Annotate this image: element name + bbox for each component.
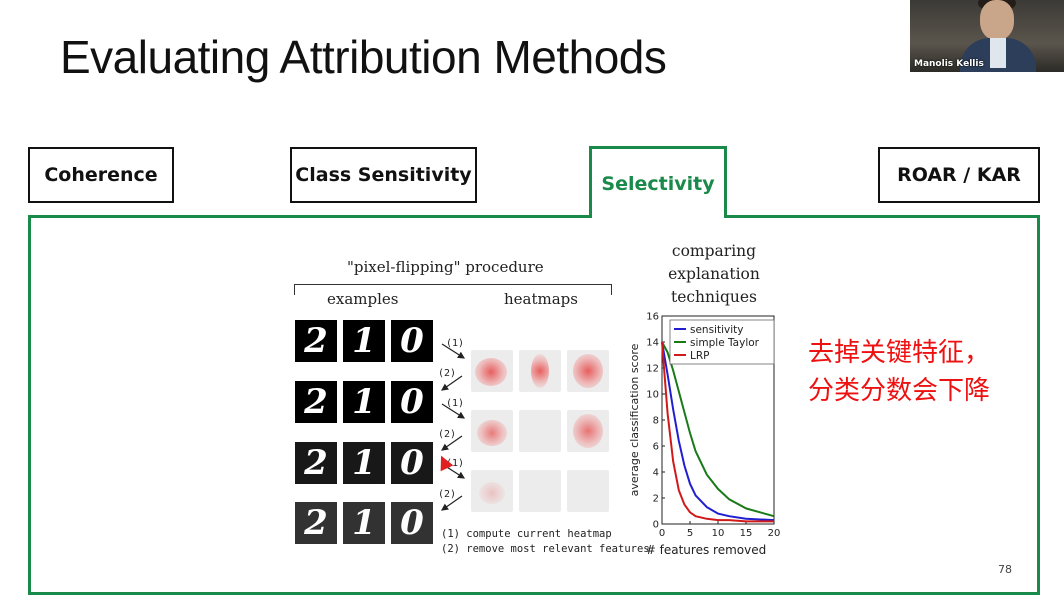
x-tick-label: 15 [740,528,753,539]
y-tick-label: 12 [646,364,659,375]
speaker-head [980,0,1014,40]
y-tick-label: 0 [653,520,659,531]
y-tick-label: 14 [646,338,659,349]
series-line-sensitivity [661,341,775,522]
procedure-bracket [294,284,612,295]
digit-image: 0 [391,442,433,484]
heatmap [519,350,561,392]
step-label: (1) [446,458,465,469]
legend-entry: simple Taylor [690,337,760,349]
step-label: (2) [438,429,457,440]
series-line-lrp [661,341,774,523]
heatmap [471,410,513,452]
procedure-note-1: (1) compute current heatmap [441,528,612,540]
x-tick-label: 0 [659,528,665,539]
examples-label: examples [327,290,399,308]
heatmap [519,410,561,452]
tab-coherence[interactable]: Coherence [28,147,174,203]
step-label: (1) [446,338,465,349]
heatmap [519,470,561,512]
legend-entry: sensitivity [690,324,743,336]
heatmap [567,350,609,392]
selectivity-panel [28,215,1040,595]
procedure-arrows [441,343,466,511]
digit-image: 2 [295,502,337,544]
digit-image: 0 [391,381,433,423]
y-tick-label: 8 [653,416,659,427]
series-line-simple-taylor [661,341,775,518]
tab-selectivity[interactable]: Selectivity [589,146,727,218]
step-label: (2) [438,489,457,500]
heatmap [567,470,609,512]
step-label: (2) [438,368,457,379]
annotation-line-1: 去掉关键特征， [808,338,991,368]
x-axis-label: # features removed [646,543,766,557]
step-label: (1) [446,398,465,409]
annotation-text: 去掉关键特征， 分类分数会下降 [808,334,990,410]
digit-image: 2 [295,320,337,362]
procedure-title: "pixel-flipping" procedure [347,258,544,276]
heatmap [567,410,609,452]
digit-image: 2 [295,442,337,484]
heatmap [471,350,513,392]
digit-image: 1 [343,442,385,484]
legend-entry: LRP [690,350,709,362]
digit-image: 2 [295,381,337,423]
digit-image: 1 [343,502,385,544]
procedure-note-2: (2) remove most relevant features [441,543,650,555]
tab-roar-kar[interactable]: ROAR / KAR [878,147,1040,203]
heatmaps-label: heatmaps [504,290,578,308]
legend-box [669,319,775,365]
speaker-name: Manolis Kellis [914,59,984,69]
y-tick-label: 6 [653,442,659,453]
digit-image: 0 [391,320,433,362]
y-axis-label: average classification score [628,343,641,496]
y-tick-label: 2 [653,494,659,505]
annotation-line-2: 分类分数会下降 [808,376,991,406]
page-number: 78 [998,563,1012,576]
y-tick-label: 4 [653,468,659,479]
y-tick-label: 16 [646,312,659,323]
slide-title: Evaluating Attribution Methods [60,31,667,83]
x-tick-label: 5 [687,528,693,539]
chart-title: comparing explanation techniques [668,242,760,306]
classification-score-chart: 0 2 4 6 8 10 12 14 16 0 5 10 15 20 average classificat… [628,312,781,558]
speaker-shirt [990,38,1006,68]
x-tick-label: 20 [768,528,781,539]
heatmap [471,470,513,512]
tab-class-sensitivity[interactable]: Class Sensitivity [290,147,477,203]
x-tick-label: 10 [712,528,725,539]
digit-image: 1 [343,381,385,423]
y-tick-label: 10 [646,390,659,401]
digit-image: 0 [391,502,433,544]
digit-image: 1 [343,320,385,362]
webcam-video-feed: Manolis Kellis [910,0,1064,72]
